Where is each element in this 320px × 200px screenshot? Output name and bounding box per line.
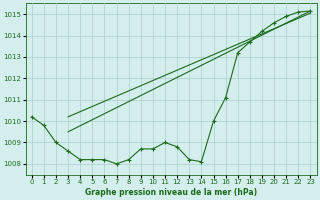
X-axis label: Graphe pression niveau de la mer (hPa): Graphe pression niveau de la mer (hPa) xyxy=(85,188,257,197)
